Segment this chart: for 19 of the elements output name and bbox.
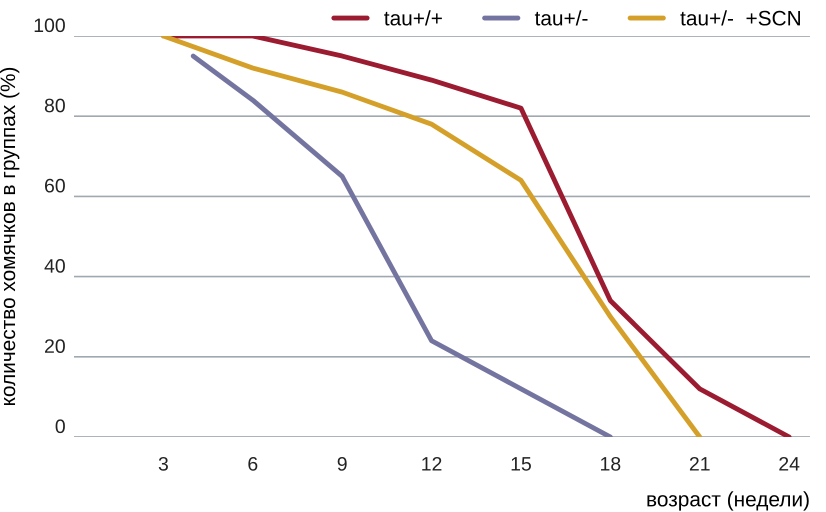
- y-tick-label: 80: [44, 98, 65, 112]
- legend-label: tau+/-: [534, 10, 588, 26]
- y-tick-label: 20: [45, 339, 65, 353]
- x-tick-label: 21: [690, 456, 710, 471]
- x-tick-label: 3: [158, 456, 168, 471]
- x-tick-label: 9: [338, 456, 347, 471]
- y-tick-label: 100: [34, 18, 65, 32]
- y-axis-title: количество хомячков в группах (%): [0, 68, 20, 406]
- x-tick-label: 18: [601, 456, 620, 471]
- x-axis-title: возраст (недели): [647, 491, 809, 511]
- y-tick-label: 40: [44, 258, 65, 273]
- y-tick-label: 0: [56, 419, 65, 434]
- legend-label: tau+/+: [384, 10, 442, 26]
- x-tick-label: 12: [422, 456, 442, 471]
- y-tick-label: 60: [45, 178, 65, 193]
- x-tick-label: 15: [512, 457, 531, 471]
- x-tick-label: 6: [248, 456, 258, 471]
- legend-label: tau+/- +SCN: [680, 10, 800, 26]
- x-tick-label: 24: [779, 456, 800, 471]
